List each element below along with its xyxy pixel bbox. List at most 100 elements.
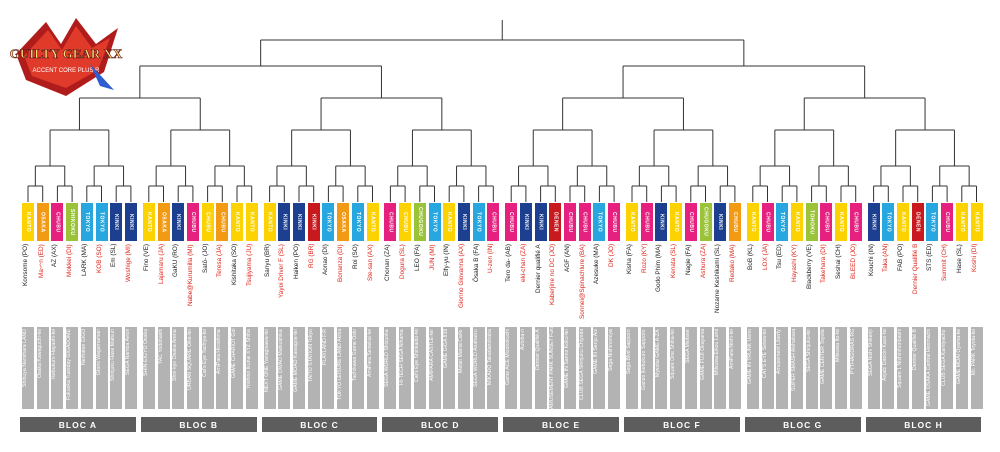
- player-name: Elfy-yu (IN): [443, 244, 451, 276]
- player-name: JUN (MI): [428, 244, 436, 270]
- venue-label: GAME CHARIOT Goi: [231, 327, 243, 409]
- player-name: GaKU (RO): [172, 244, 180, 278]
- player-name: Seshai (CH): [835, 244, 842, 279]
- player-name: Roi (SO): [351, 244, 359, 269]
- region-tag: TOKYO: [95, 203, 108, 241]
- region-tag: CHUBU: [186, 203, 199, 241]
- player-name: Sanyu (BR): [263, 244, 271, 278]
- player-name: BLEED (JO): [849, 244, 857, 280]
- logo-subtitle: ACCENT CORE PLUS R: [33, 68, 101, 74]
- player-name: eki-chan (ZA): [519, 244, 527, 283]
- region-tag: KINKI: [110, 203, 123, 241]
- venue-label: CAT'S EYE Seiwa-tei: [761, 327, 774, 409]
- region-tag: KINKI: [519, 203, 532, 241]
- player-name: DK (JO): [608, 244, 616, 268]
- venue-label: Yoshino Ikunai XYZ Shiba: [245, 327, 258, 409]
- bloc-label: BLOC D: [382, 417, 499, 432]
- venue-label: GAME MOAO Kawagoe-tei: [293, 327, 305, 409]
- venue-label: Amusement Liberty: [776, 327, 789, 409]
- region-tag: KINKI: [655, 203, 668, 241]
- venue-label: SEGA WORLD Shizuoka: [384, 327, 397, 409]
- region-tag: CHUBU: [761, 203, 774, 241]
- venue-label: PLAYLAND F.R: [322, 327, 335, 409]
- region-tag: KANTO: [626, 203, 638, 241]
- venue-label: Tachikawa Game Oslo: [351, 327, 364, 409]
- region-tag: TOKYO: [926, 203, 939, 241]
- player-name: Kaberjine no DC (JO): [549, 244, 557, 306]
- player-name: Nagie (FA): [684, 244, 692, 275]
- region-tag: CHUBU: [684, 203, 697, 241]
- venue-label: Square One Shiba-tei: [670, 327, 683, 409]
- region-tag: CHUBU: [728, 203, 741, 241]
- region-tag: CHUBU: [578, 203, 591, 241]
- player-name: U-zen (IN): [487, 244, 495, 274]
- region-tag: CHUBU: [399, 203, 412, 241]
- venue-label: SHIN-EIGYO Osaka: [142, 327, 155, 409]
- region-tag: CHUBU: [201, 203, 214, 241]
- player-name: Yayoi Driver F (SL): [278, 244, 286, 298]
- venue-label: Square 1 Nishinihonbashi: [897, 327, 909, 409]
- player-name: Ma〜n (ED): [37, 244, 45, 278]
- venue-label: GAME IN TRUNK Ueno: [746, 327, 759, 409]
- region-tag: KINKI: [293, 203, 305, 241]
- region-tag: KANTO: [443, 203, 456, 241]
- player-name: Ste-san (AX): [366, 244, 374, 281]
- player-name: Fino (VE): [142, 244, 150, 271]
- player-name: Mokkei (DI): [66, 244, 74, 277]
- player-name: Hayashi (KY): [790, 244, 798, 282]
- region-tag: CHUGOKU: [699, 203, 712, 241]
- venue-label: Dernier Qualifié A: [534, 327, 547, 409]
- venue-label: Dernier Qualifié B: [911, 327, 924, 409]
- region-tag: CHUBU: [849, 203, 862, 241]
- region-tag: KINKI: [534, 203, 547, 241]
- venue-label: Gtomi Wagamaman: [95, 327, 108, 409]
- bloc-label: BLOC C: [261, 417, 378, 432]
- venue-label: SEGA Nishi Shikenji: [867, 327, 880, 409]
- player-name: Bonanza (DI): [337, 244, 345, 282]
- player-name: Kenata (SL): [670, 244, 678, 279]
- venue-label: GAME MOAI Oyama-tei: [955, 327, 968, 409]
- player-name: Sonnei@Spinachlure (BA): [578, 244, 586, 319]
- venue-label: MIKADO Takadanobaba: [487, 327, 500, 409]
- region-tag: KINKI: [714, 203, 727, 241]
- player-name: Kouchi (IN): [867, 244, 875, 276]
- player-name: FAB (PO): [897, 244, 904, 272]
- venue-label: Mysotai GAME A-ZA: [655, 327, 668, 409]
- player-name: Azesuke (MA): [593, 244, 601, 285]
- region-tag: KANTO: [746, 203, 759, 241]
- player-name: Tsujiyama (JU): [245, 244, 253, 287]
- region-tag: CHUBU: [941, 203, 954, 241]
- bloc-label: BLOC A: [20, 417, 136, 432]
- region-tag: KANTO: [835, 203, 847, 241]
- player-name: Tero da- (AB): [505, 244, 513, 282]
- region-tag: OSAKA: [157, 203, 170, 241]
- region-tag: KINKI: [457, 203, 470, 241]
- venue-label: Ikebukuro Hayashi-tei: [51, 327, 64, 409]
- player-name: Aonao (DI): [322, 244, 330, 275]
- player-name: Chonan (ZA): [384, 244, 392, 281]
- player-name: Satō- (JO): [201, 244, 209, 274]
- player-name: Hase (SL): [955, 244, 963, 273]
- guilty-gear-logo: GUILTY GEAR XX ACCENT CORE PLUS R: [9, 18, 123, 96]
- player-name: Ōsaka B (FA): [472, 244, 480, 283]
- bloc-label: BLOC G: [744, 417, 861, 432]
- venue-label: GAME CENTER Toyota: [820, 327, 833, 409]
- venue-label: GAME FUJI Okayama: [699, 327, 712, 409]
- region-tag: KANTO: [366, 203, 379, 241]
- region-tag: CHUBU: [384, 203, 397, 241]
- region-tag: KANTO: [897, 203, 909, 241]
- region-tag: TOKYO: [882, 203, 895, 241]
- region-tag: KINKI: [278, 203, 291, 241]
- venue-label: Cat's Eye Tachiya-tei: [201, 327, 214, 409]
- venue-label: Ganzo Ikebukuro Sapporo: [640, 327, 653, 409]
- player-name: AZ (AX): [51, 244, 59, 267]
- venue-label: PYTHAGORAS RG: [849, 327, 862, 409]
- region-tag: DENEN: [911, 203, 924, 241]
- venue-label: Shinjuku Hase Matsuri: [110, 327, 123, 409]
- player-name: Kishitaka (SO): [231, 244, 238, 286]
- player-name: Gionno Giovanna (AX): [457, 244, 465, 309]
- region-tag: CHUBU: [51, 203, 64, 241]
- region-tag: OSAKA: [36, 203, 49, 241]
- venue-label: Melan Mania Carlo: [457, 327, 470, 409]
